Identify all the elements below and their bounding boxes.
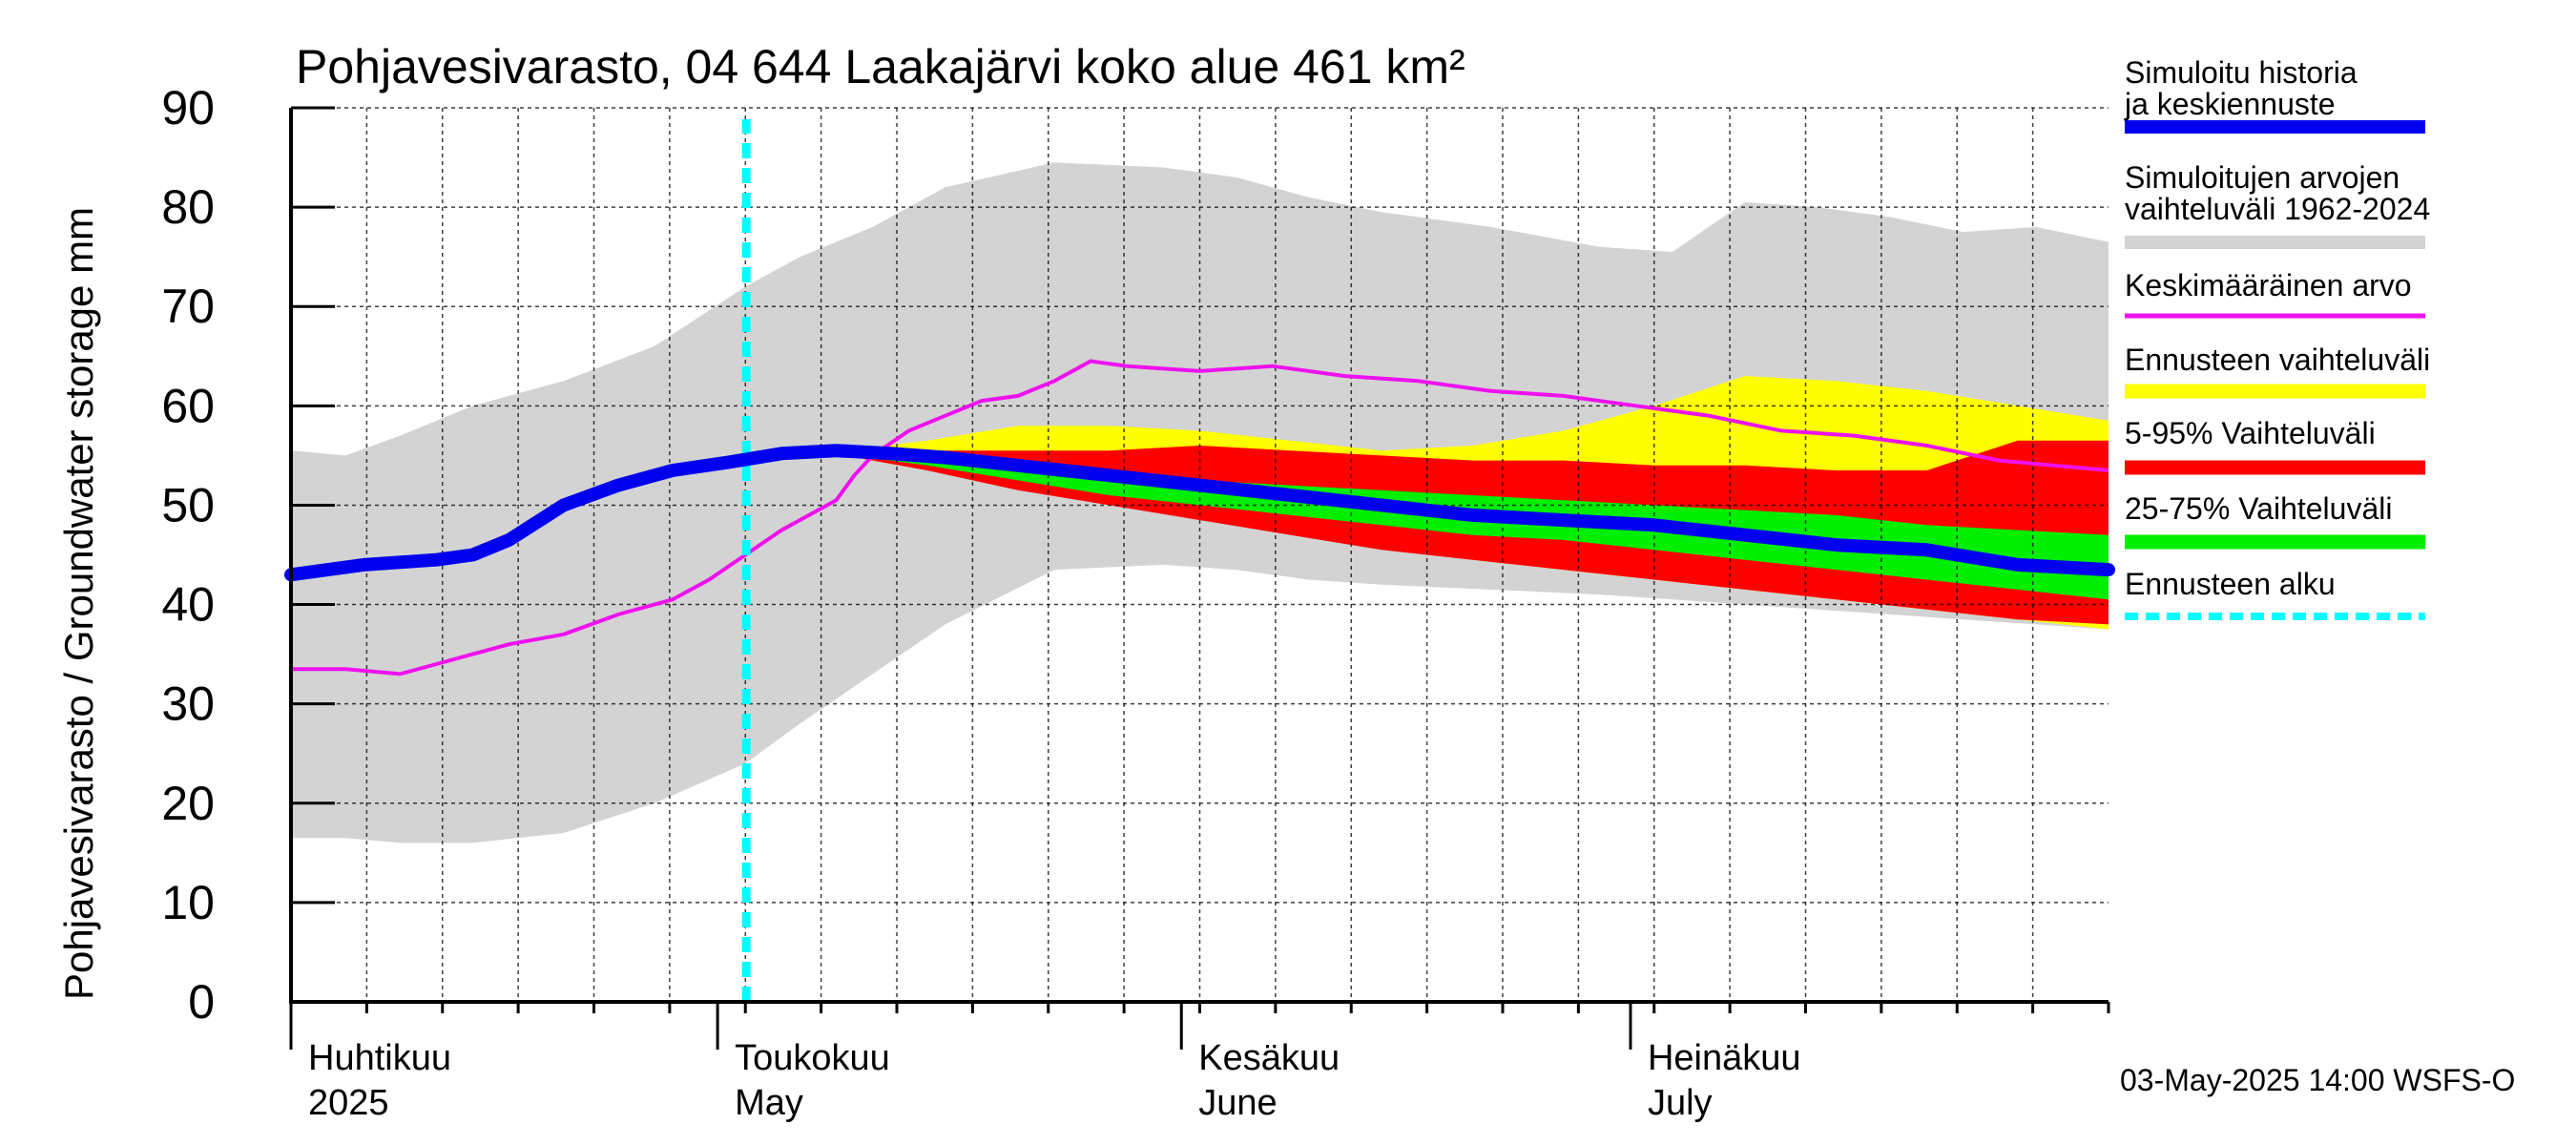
plot-grid <box>291 107 2109 1002</box>
y-tick-label: 10 <box>161 876 215 929</box>
plot-axes: 0 10 20 30 40 50 60 70 80 90 Huhtikuu 2025 Toukokuu M… <box>161 81 2110 1123</box>
x-month-label: Huhtikuu <box>308 1038 451 1078</box>
x-month-sublabel: July <box>1648 1083 1713 1123</box>
y-tick-label: 40 <box>161 578 215 632</box>
p25-75-band <box>845 452 2109 600</box>
x-month-sublabel: 2025 <box>308 1083 389 1123</box>
y-tick-label: 70 <box>161 280 215 333</box>
median-line <box>284 444 2115 582</box>
y-tick-label: 60 <box>161 379 215 432</box>
x-month-sublabel: June <box>1198 1083 1277 1123</box>
chart-title: Pohjavesivarasto, 04 644 Laakajärvi koko… <box>296 40 1465 94</box>
plot-lines <box>284 119 2115 1002</box>
legend-label: Ennusteen alku <box>2125 567 2336 601</box>
legend-label: 5-95% Vaihteluväli <box>2125 416 2376 450</box>
y-tick-label: 30 <box>161 677 215 731</box>
legend-label: ja keskiennuste <box>2124 87 2336 121</box>
x-month-label: Heinäkuu <box>1648 1038 1801 1078</box>
x-month-label: Toukokuu <box>735 1038 890 1078</box>
x-month-sublabel: May <box>735 1083 803 1123</box>
legend-label: Keskimääräinen arvo <box>2125 268 2412 302</box>
y-axis-label: Pohjavesivarasto / Groundwater storage m… <box>56 207 101 1000</box>
legend-label: 25-75% Vaihteluväli <box>2125 491 2392 526</box>
footer-timestamp: 03-May-2025 14:00 WSFS-O <box>2120 1063 2515 1097</box>
legend-label: Simuloitujen arvojen <box>2125 160 2399 195</box>
legend-label: Ennusteen vaihteluväli <box>2125 343 2430 377</box>
legend-label: Simuloitu historia <box>2125 55 2358 90</box>
mean-line <box>291 359 2109 677</box>
y-tick-label: 50 <box>161 478 215 531</box>
y-tick-label: 90 <box>161 81 215 135</box>
y-tick-label: 80 <box>161 180 215 234</box>
y-tick-label: 0 <box>188 975 215 1029</box>
legend-label: vaihteluväli 1962-2024 <box>2125 192 2430 226</box>
y-tick-label: 20 <box>161 777 215 830</box>
x-month-label: Kesäkuu <box>1198 1038 1340 1078</box>
